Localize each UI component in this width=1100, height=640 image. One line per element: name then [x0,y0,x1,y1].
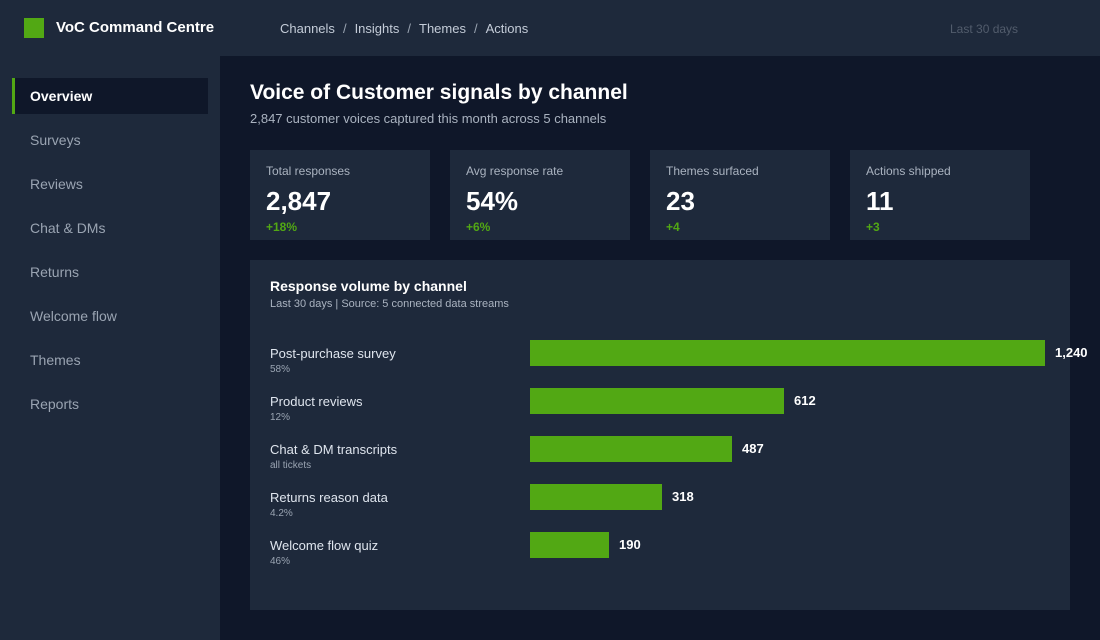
kpi-label: Actions shipped [866,164,951,178]
kpi-delta: +4 [666,220,680,234]
kpi-delta: +6% [466,220,491,234]
sidebar-item-surveys[interactable]: Surveys [30,132,81,148]
bar-chat-dm-transcripts[interactable] [530,436,732,462]
kpi-label: Total responses [266,164,351,178]
bar-value-label-welcome-flow-quiz: 190 [619,537,641,552]
breadcrumb-actions[interactable]: Actions [485,21,529,36]
breadcrumb-insights[interactable]: Insights [354,21,400,36]
kpi-card-avg-response-rate: Avg response rate 54% +6% [450,150,630,240]
bar-category-label-product-reviews: Product reviews [270,394,363,409]
kpi-value: 2,847 [266,186,332,216]
breadcrumb-channels[interactable]: Channels [280,21,335,36]
sidebar-item-chat-dms[interactable]: Chat & DMs [30,220,106,236]
kpi-label: Themes surfaced [666,164,759,178]
bar-category-note-returns-reason-data: 4.2% [270,508,293,519]
breadcrumb-separator: / [473,21,478,36]
bar-category-label-welcome-flow-quiz: Welcome flow quiz [270,538,379,553]
breadcrumb-separator: / [407,21,411,36]
sidebar-item-themes[interactable]: Themes [30,352,81,368]
sidebar-item-welcome-flow[interactable]: Welcome flow [30,308,117,324]
kpi-value: 11 [866,186,894,216]
square-logo-icon [24,18,44,38]
sidebar: Overview Surveys Reviews Chat & DMs Retu… [0,56,220,640]
kpi-value: 23 [666,186,695,216]
bar-category-note-welcome-flow-quiz: 46% [270,556,291,567]
kpi-delta: +3 [866,220,880,234]
breadcrumb-separator: / [342,21,347,36]
sidebar-item-reviews[interactable]: Reviews [30,176,83,192]
bar-product-reviews[interactable] [530,388,784,414]
date-range-selector[interactable]: Last 30 days [950,22,1019,36]
response-volume-chart-panel: Response volume by channel Last 30 days … [250,260,1088,610]
kpi-label: Avg response rate [466,164,564,178]
bar-value-label-chat-dm-transcripts: 487 [742,441,764,456]
kpi-value: 54% [466,186,519,216]
kpi-card-themes-surfaced: Themes surfaced 23 +4 [650,150,830,240]
sidebar-item-returns[interactable]: Returns [30,264,80,280]
bar-welcome-flow-quiz[interactable] [530,532,609,558]
breadcrumb-themes[interactable]: Themes [419,21,466,36]
bar-category-note-chat-dm-transcripts: all tickets [270,460,312,471]
bar-value-label-product-reviews: 612 [794,393,816,408]
bar-category-label-returns-reason-data: Returns reason data [270,490,388,505]
chart-title: Response volume by channel [270,278,467,294]
bar-post-purchase-survey[interactable] [530,340,1045,366]
bar-value-label-returns-reason-data: 318 [672,489,694,504]
bar-category-label-post-purchase-survey: Post-purchase survey [270,346,396,361]
bar-category-note-product-reviews: 12% [270,412,291,423]
kpi-card-actions-shipped: Actions shipped 11 +3 [850,150,1030,240]
page-title: Voice of Customer signals by channel [250,81,628,104]
breadcrumb: Channels / Insights / Themes / Actions [280,20,528,38]
bar-returns-reason-data[interactable] [530,484,662,510]
sidebar-item-overview[interactable]: Overview [12,78,208,114]
page-subtitle: 2,847 customer voices captured this mont… [250,111,607,126]
bar-value-label-post-purchase-survey: 1,240 [1055,345,1088,360]
sidebar-item-reports[interactable]: Reports [30,396,80,412]
top-bar: VoC Command Centre Channels / Insights /… [0,0,1100,56]
bar-category-label-chat-dm-transcripts: Chat & DM transcripts [270,442,398,457]
kpi-card-total-responses: Total responses 2,847 +18% [250,150,430,240]
chart-subtitle: Last 30 days | Source: 5 connected data … [270,298,509,310]
kpi-delta: +18% [266,220,298,234]
app-title: VoC Command Centre [56,19,215,36]
bar-category-note-post-purchase-survey: 58% [270,364,291,375]
